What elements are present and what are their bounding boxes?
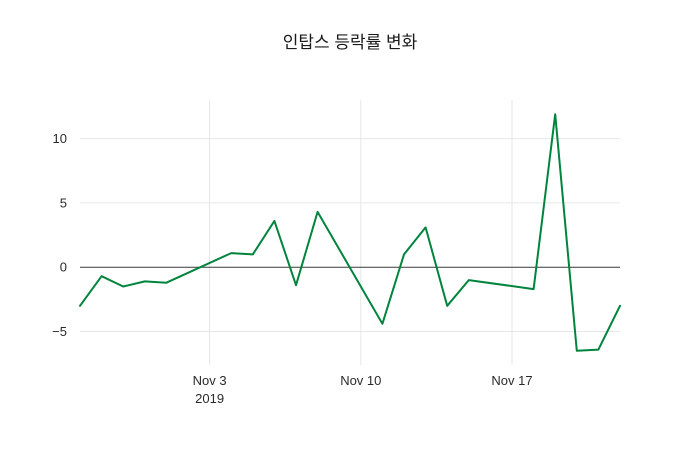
x-tick-sublabel: 2019 — [195, 391, 224, 406]
y-tick-label: −5 — [52, 324, 67, 339]
y-tick-label: 5 — [60, 195, 67, 210]
x-tick-label: Nov 3 — [193, 373, 227, 388]
chart-title: 인탑스 등락률 변화 — [283, 33, 418, 52]
x-tick-label: Nov 17 — [491, 373, 532, 388]
axis-layer: −5 0 5 10 Nov 3 2019 Nov 10 Nov 17 — [52, 131, 620, 406]
y-tick-label: 0 — [60, 260, 67, 275]
y-tick-label: 10 — [53, 131, 67, 146]
series-layer — [79, 113, 621, 352]
series-line — [79, 113, 621, 352]
x-tick-label: Nov 10 — [340, 373, 381, 388]
grid-layer — [80, 100, 620, 365]
